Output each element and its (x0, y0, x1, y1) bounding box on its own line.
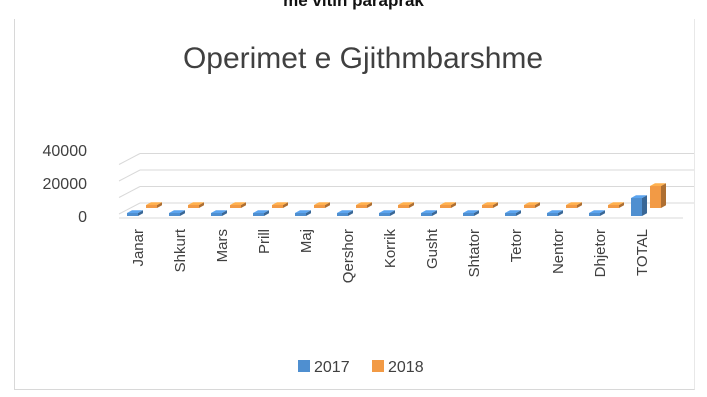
bar-chart: Operimet e Gjithmbarshme 0 20000 40000 Jan… (43, 42, 694, 376)
chart-frame: Operimet e Gjithmbarshme 0 20000 40000 Jan… (14, 19, 695, 390)
bar-2018-prill (272, 202, 288, 208)
bar-2018-maj (314, 202, 330, 208)
bar-2017-janar (127, 210, 143, 216)
bar-2017-mars (211, 210, 227, 216)
bar-2017-korrik (379, 210, 395, 216)
legend: 2017 2018 (298, 359, 424, 376)
category-label: Nentor (550, 229, 567, 274)
bar-2017-gusht (421, 210, 437, 216)
category-label: TOTAL (634, 229, 651, 276)
bar-2018-nentor (566, 202, 582, 208)
bar-2018-tetor (524, 202, 540, 208)
y-tick-label: 40000 (43, 143, 88, 160)
category-label: Tetor (508, 229, 525, 262)
y-axis-tick-labels: 0 20000 40000 (43, 143, 88, 226)
bars (127, 183, 666, 216)
bar-2018-korrik (398, 202, 414, 208)
category-label: Gusht (424, 228, 441, 269)
gridline-depth (118, 186, 141, 198)
cut-off-header-text: me vitin paraprak (283, 0, 424, 10)
legend-label-2017: 2017 (314, 359, 350, 376)
bar-2018-shkurt (188, 202, 204, 208)
category-label: Dhjetor (592, 229, 609, 277)
bar-2017-total (631, 195, 647, 216)
bar-2018-mars (230, 202, 246, 208)
chart-title: Operimet e Gjithmbarshme (183, 42, 543, 75)
category-label: Qershor (340, 229, 357, 283)
x-axis-category-labels: Janar Shkurt Mars Prill Maj Qershor Korrik Gush… (130, 228, 651, 283)
category-label: Shtator (466, 229, 483, 277)
category-label: Maj (298, 229, 315, 253)
bar-2018-qershor (356, 202, 372, 208)
bar-2018-dhjetor (608, 202, 624, 208)
bar-2018-gusht (440, 202, 456, 208)
bar-2017-dhjetor (589, 210, 605, 216)
y-tick-label: 0 (78, 209, 87, 226)
bar-2017-prill (253, 210, 269, 216)
gridline-depth (118, 202, 141, 215)
category-label: Prill (256, 229, 273, 254)
bar-2017-nentor (547, 210, 563, 216)
bar-2017-shkurt (169, 210, 185, 216)
bar-2017-qershor (337, 210, 353, 216)
category-label: Shkurt (172, 228, 189, 272)
category-label: Janar (130, 229, 147, 267)
bar-2018-janar (146, 202, 162, 208)
bar-2017-maj (295, 210, 311, 216)
gridline-depth (118, 169, 141, 182)
gridline-depth (118, 153, 141, 165)
bar-2017-shtator (463, 210, 479, 216)
bar-2018-shtator (482, 202, 498, 208)
bar-2017-tetor (505, 210, 521, 216)
category-label: Mars (214, 229, 231, 262)
y-tick-label: 20000 (43, 176, 88, 193)
bar-2018-total (650, 183, 666, 208)
gridlines (118, 153, 694, 219)
category-label: Korrik (382, 229, 399, 269)
legend-swatch-2018 (372, 360, 384, 372)
legend-swatch-2017 (298, 360, 310, 372)
legend-label-2018: 2018 (388, 359, 424, 376)
